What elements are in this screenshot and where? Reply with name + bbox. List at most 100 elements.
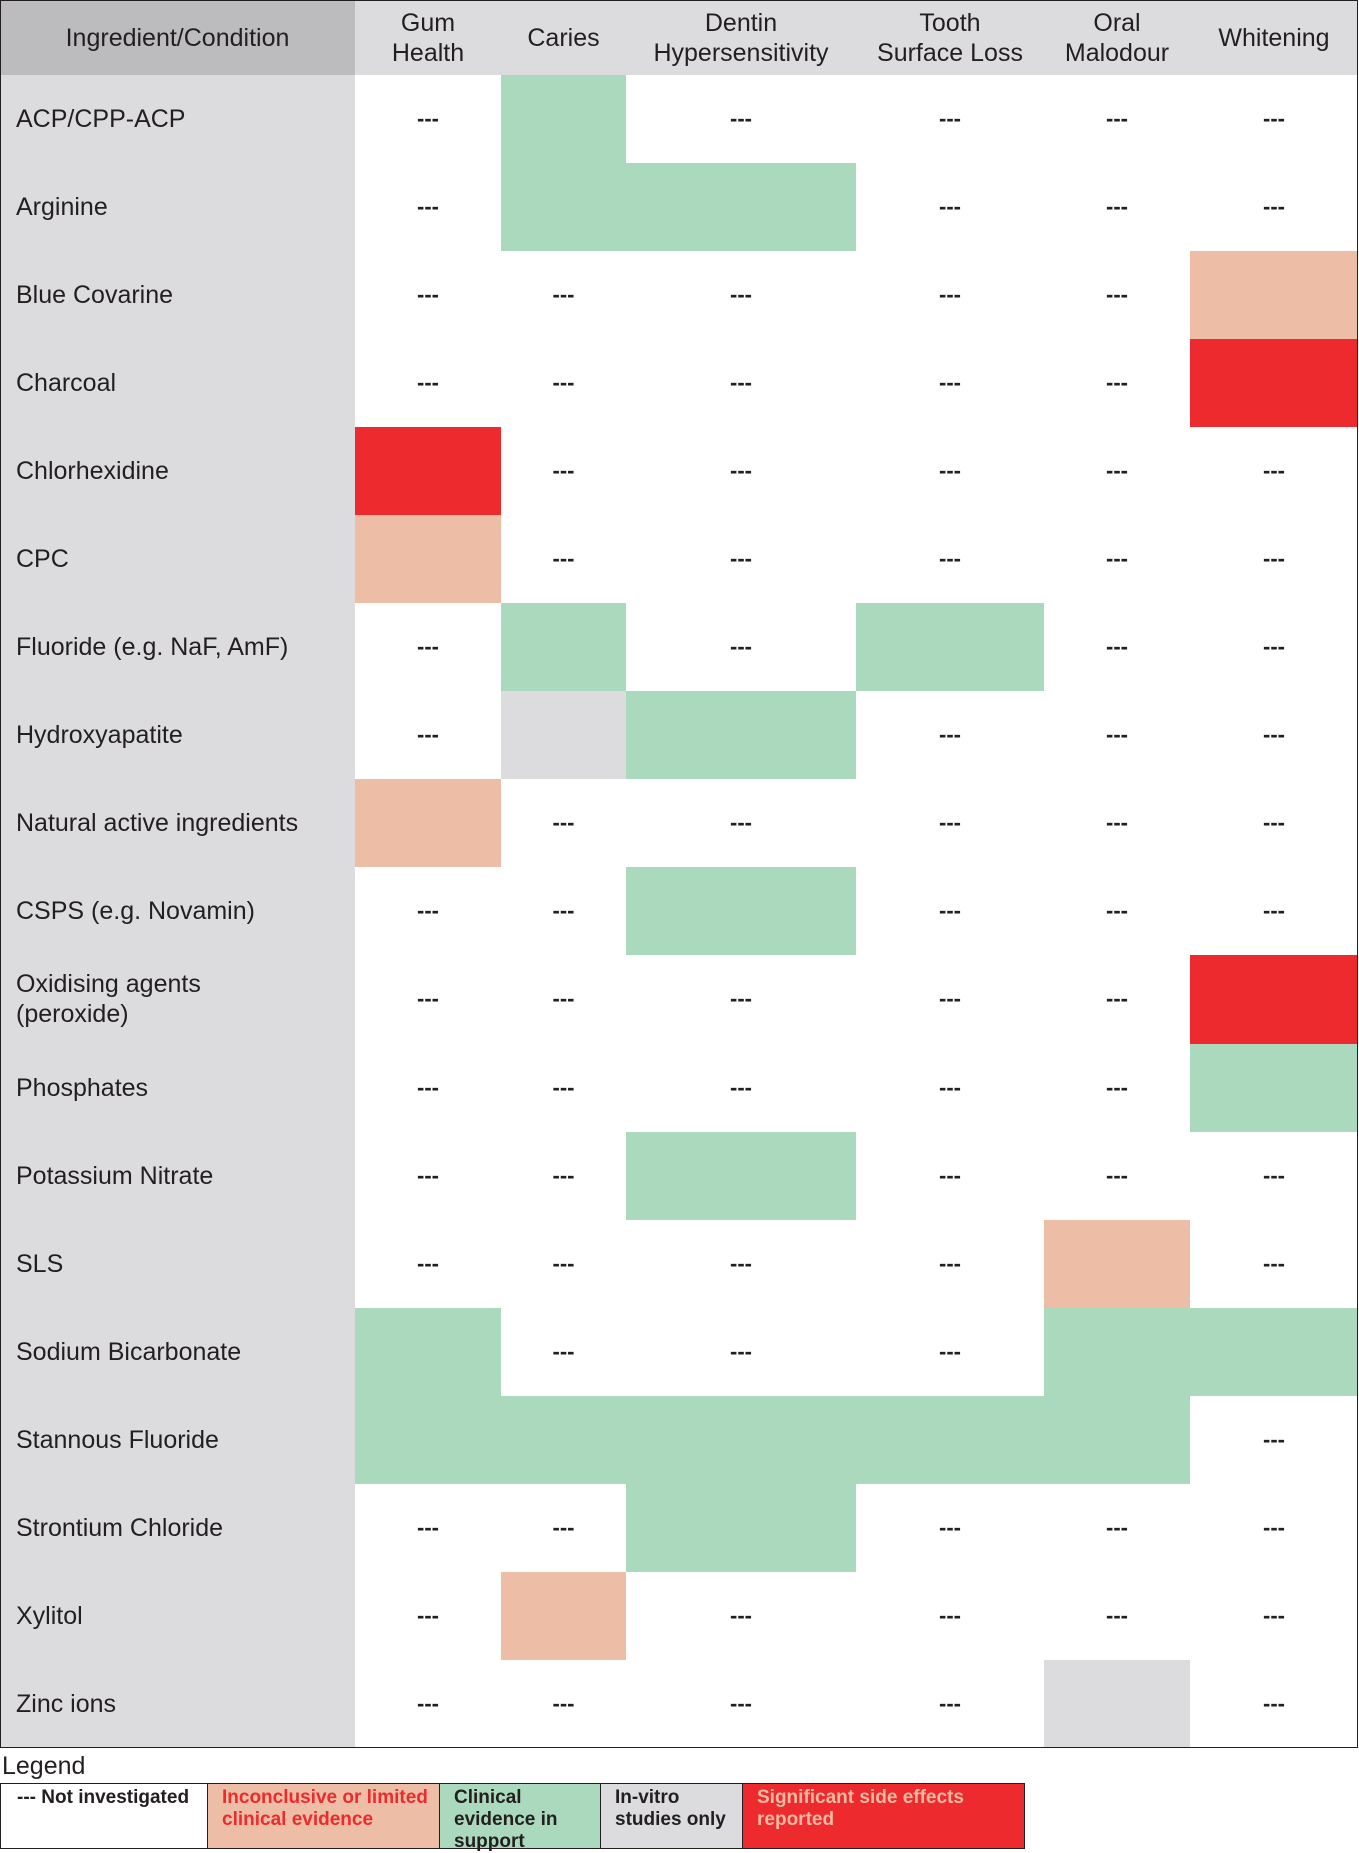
evidence-cell: --- <box>1044 603 1190 692</box>
evidence-cell: --- <box>501 1043 626 1132</box>
evidence-cell <box>626 163 856 252</box>
evidence-cell: --- <box>501 867 626 956</box>
row-label: Blue Covarine <box>0 251 355 340</box>
evidence-cell: --- <box>501 1483 626 1572</box>
evidence-cell: --- <box>355 603 501 692</box>
row-label: Hydroxyapatite <box>0 691 355 780</box>
text-line: Strontium Chloride <box>16 1513 224 1542</box>
text-line: Blue Covarine <box>16 281 174 310</box>
table-row: Natural active ingredients --- --- --- --- --… <box>0 779 1358 868</box>
text-line: Gum <box>400 8 456 37</box>
text-line: Hydroxyapatite <box>16 721 183 750</box>
evidence-cell <box>1190 1043 1358 1132</box>
table-row: Arginine --- --- --- --- <box>0 163 1358 252</box>
text-line: Whitening <box>1218 23 1330 52</box>
table-row: Oxidising agents (peroxide) --- --- --- --- --… <box>0 955 1358 1044</box>
evidence-cell: --- <box>1044 955 1190 1044</box>
evidence-cell: --- <box>355 339 501 428</box>
evidence-cell <box>355 1307 501 1396</box>
evidence-cell <box>501 1571 626 1660</box>
evidence-cell: --- <box>1190 515 1358 604</box>
evidence-cell <box>1190 1307 1358 1396</box>
evidence-cell: --- <box>856 1483 1044 1572</box>
evidence-cell: --- <box>355 691 501 780</box>
row-label: Phosphates <box>0 1043 355 1132</box>
table-row: ACP/CPP-ACP --- --- --- --- --- <box>0 75 1358 164</box>
evidence-cell <box>856 603 1044 692</box>
row-label: SLS <box>0 1219 355 1308</box>
evidence-cell: --- <box>626 251 856 340</box>
row-label: Stannous Fluoride <box>0 1395 355 1484</box>
evidence-cell: --- <box>1044 339 1190 428</box>
text-line: Fluoride (e.g. NaF, AmF) <box>16 633 289 662</box>
evidence-cell: --- <box>856 427 1044 516</box>
evidence-cell <box>501 603 626 692</box>
evidence-cell <box>355 427 501 516</box>
evidence-cell: --- <box>1190 779 1358 868</box>
evidence-cell: --- <box>1044 1043 1190 1132</box>
evidence-cell: --- <box>626 515 856 604</box>
text-line: Tooth <box>919 8 981 37</box>
row-label: Potassium Nitrate <box>0 1131 355 1220</box>
evidence-cell: --- <box>501 251 626 340</box>
evidence-cell: --- <box>501 515 626 604</box>
legend-title: Legend <box>2 1752 86 1780</box>
table-row: Charcoal --- --- --- --- --- <box>0 339 1358 428</box>
legend-item: --- Not investigated <box>1 1784 208 1848</box>
evidence-cell: --- <box>355 1043 501 1132</box>
evidence-cell: --- <box>856 955 1044 1044</box>
evidence-cell: --- <box>1044 1571 1190 1660</box>
table-row: Sodium Bicarbonate --- --- --- <box>0 1307 1358 1396</box>
row-label: ACP/CPP-ACP <box>0 75 355 164</box>
text-line: Phosphates <box>16 1073 149 1102</box>
evidence-cell: --- <box>1044 163 1190 252</box>
text-line: Oral <box>1093 8 1141 37</box>
evidence-cell: --- <box>626 75 856 164</box>
evidence-cell <box>501 1395 626 1484</box>
evidence-cell: --- <box>1190 1395 1358 1484</box>
text-line: Surface Loss <box>877 38 1023 67</box>
evidence-cell: --- <box>856 251 1044 340</box>
text-line: CPC <box>16 545 69 574</box>
evidence-cell: --- <box>501 955 626 1044</box>
evidence-cell: --- <box>856 163 1044 252</box>
evidence-cell: --- <box>856 867 1044 956</box>
evidence-cell <box>501 691 626 780</box>
evidence-cell <box>1190 339 1358 428</box>
table-row: CSPS (e.g. Novamin) --- --- --- --- --- <box>0 867 1358 956</box>
text-line: Stannous Fluoride <box>16 1425 219 1454</box>
evidence-cell <box>626 1483 856 1572</box>
text-line: Chlorhexidine <box>16 457 169 486</box>
evidence-cell <box>355 1395 501 1484</box>
text-line: Potassium Nitrate <box>16 1161 214 1190</box>
evidence-cell: --- <box>856 515 1044 604</box>
evidence-cell: --- <box>856 1307 1044 1396</box>
evidence-cell <box>501 163 626 252</box>
column-header: Oral Malodour <box>1044 0 1190 75</box>
text-line: Xylitol <box>16 1601 83 1630</box>
evidence-cell: --- <box>1190 691 1358 780</box>
evidence-cell <box>626 867 856 956</box>
evidence-cell: --- <box>355 163 501 252</box>
evidence-cell: --- <box>501 427 626 516</box>
evidence-cell <box>626 1131 856 1220</box>
evidence-cell: --- <box>626 1219 856 1308</box>
evidence-cell: --- <box>355 1131 501 1220</box>
text-line: ACP/CPP-ACP <box>16 105 186 134</box>
evidence-cell: --- <box>856 75 1044 164</box>
evidence-cell: --- <box>1190 1483 1358 1572</box>
evidence-cell <box>501 75 626 164</box>
evidence-cell <box>856 1395 1044 1484</box>
evidence-cell <box>355 779 501 868</box>
column-header: Tooth Surface Loss <box>856 0 1044 75</box>
evidence-cell: --- <box>626 1043 856 1132</box>
evidence-cell: --- <box>856 1571 1044 1660</box>
evidence-cell: --- <box>1044 515 1190 604</box>
legend: --- Not investigated Inconclusive or limi… <box>0 1783 1025 1852</box>
column-header: Whitening <box>1190 0 1358 75</box>
table-row: Zinc ions --- --- --- --- --- <box>0 1659 1358 1748</box>
table-row: Stannous Fluoride --- <box>0 1395 1358 1484</box>
evidence-cell: --- <box>626 779 856 868</box>
column-header: Dentin Hypersensitivity <box>626 0 856 75</box>
text-line: Health <box>391 38 465 67</box>
